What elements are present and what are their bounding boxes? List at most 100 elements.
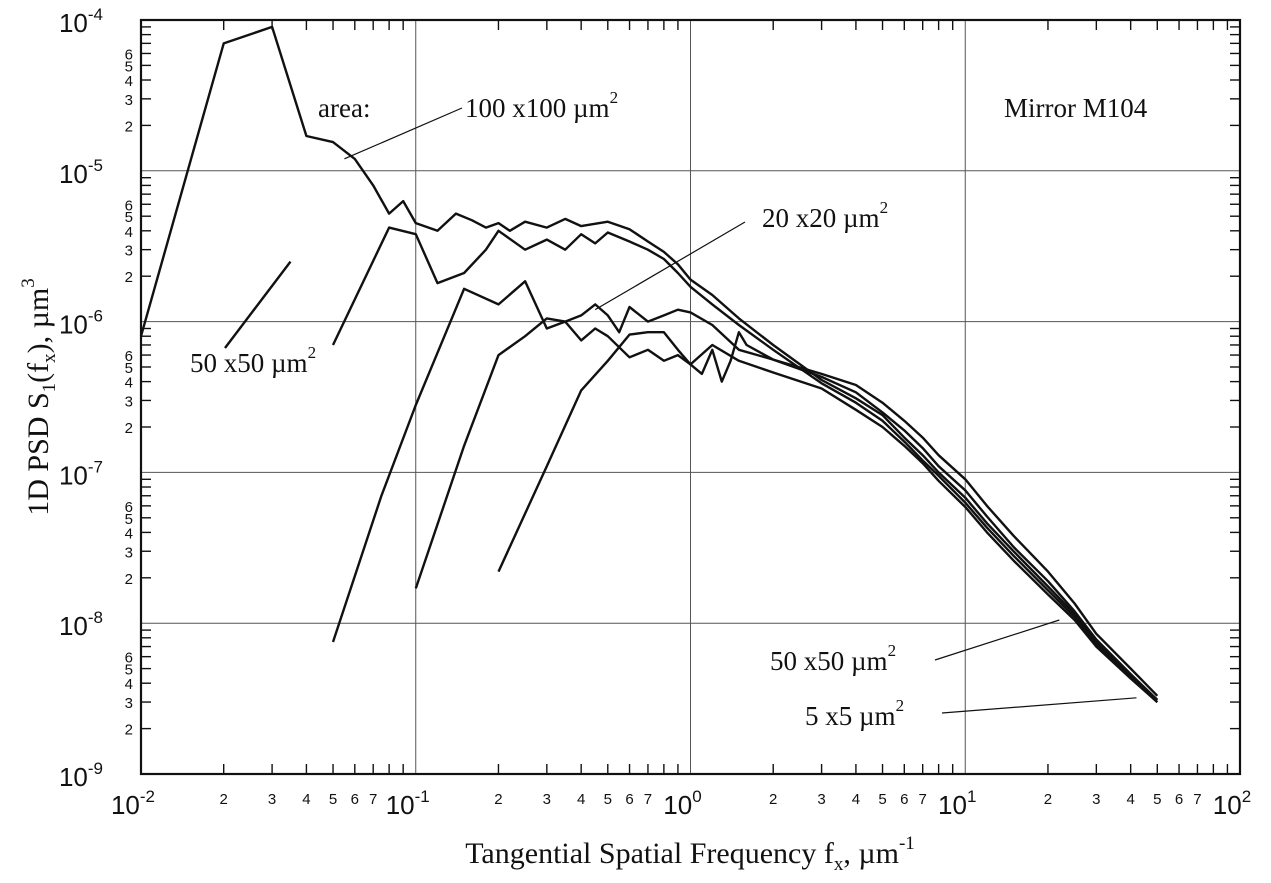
y-major-tick-base: 10 (59, 8, 88, 38)
x-minor-tick-label: 5 (604, 791, 612, 808)
leader-lines (224, 107, 1137, 714)
series-line-5 (497, 331, 1159, 697)
y-major-tick-exp: -7 (88, 457, 103, 476)
x-major-tick-base: 10 (1213, 790, 1242, 820)
y-axis-title-sub2: x (39, 353, 60, 363)
minor-ticks (141, 20, 1240, 774)
leader-50-top (224, 260, 292, 349)
x-minor-tick-label: 7 (369, 791, 377, 808)
x-axis-title-text: Tangential Spatial Frequency f (465, 837, 834, 870)
y-minor-tick-label: 3 (125, 243, 133, 260)
inset-label: Mirror M104 (1004, 93, 1148, 123)
y-major-tick-label: 10-7 (59, 457, 103, 490)
leader-50-bottom (934, 619, 1060, 661)
y-major-tick-base: 10 (59, 460, 88, 490)
x-minor-tick-label: 7 (1193, 791, 1201, 808)
x-minor-tick-label: 4 (852, 791, 860, 808)
y-minor-tick-label: 6 (125, 499, 133, 516)
x-minor-tick-label: 5 (878, 791, 886, 808)
y-axis-title-sup: 3 (18, 278, 39, 288)
x-minor-tick-label: 3 (543, 791, 551, 808)
y-major-tick-label: 10-9 (59, 759, 103, 792)
y-major-tick-exp: -4 (88, 5, 103, 24)
y-minor-tick-label: 4 (125, 73, 133, 90)
series-layer (139, 25, 1159, 703)
y-major-tick-exp: -5 (88, 156, 103, 175)
y-major-tick-label: 10-5 (59, 156, 103, 189)
label-50x50-bottom-text: 50 x50 µm (770, 646, 888, 676)
y-minor-tick-label: 3 (125, 544, 133, 561)
label-50x50-bottom-sup: 2 (888, 641, 897, 660)
x-minor-tick-label: 7 (644, 791, 652, 808)
y-minor-tick-label: 6 (125, 46, 133, 63)
x-major-tick-base: 10 (663, 790, 692, 820)
y-major-tick-label: 10-8 (59, 608, 103, 641)
y-major-tick-exp: -9 (88, 759, 103, 778)
y-minor-tick-label: 6 (125, 197, 133, 214)
x-major-tick-label: 10-2 (111, 787, 155, 820)
x-minor-tick-label: 2 (220, 791, 228, 808)
y-minor-tick-label: 2 (125, 722, 133, 739)
x-major-tick-label: 102 (1213, 787, 1251, 820)
label-5x5: 5 x5 µm2 (805, 696, 904, 731)
x-minor-tick-label: 6 (1175, 791, 1183, 808)
y-minor-tick-label: 5 (125, 360, 133, 377)
y-minor-tick-label: 2 (125, 571, 133, 588)
label-5x5-text: 5 x5 µm (805, 701, 896, 731)
series-line-3 (331, 280, 1159, 703)
label-100x100-text: 100 x100 µm (465, 93, 610, 123)
x-major-tick-base: 10 (386, 790, 415, 820)
label-20x20-text: 20 x20 µm (762, 203, 880, 233)
y-axis-title-sub1: 1 (39, 383, 60, 393)
label-50x50-bottom: 50 x50 µm2 (770, 641, 896, 676)
x-major-tick-exp: 2 (1242, 787, 1251, 806)
y-minor-tick-label: 6 (125, 348, 133, 365)
label-100x100: 100 x100 µm2 (465, 88, 618, 123)
y-axis-title: 1D PSD S1(fx), µm3 (18, 278, 60, 516)
y-minor-tick-label: 2 (125, 118, 133, 135)
series-line-2 (331, 226, 1159, 703)
x-major-tick-exp: 0 (692, 787, 701, 806)
y-major-tick-label: 10-4 (59, 5, 103, 38)
x-minor-tick-label: 4 (1126, 791, 1134, 808)
x-minor-tick-label: 5 (329, 791, 337, 808)
y-major-tick-exp: -6 (88, 307, 103, 326)
x-minor-tick-label: 6 (351, 791, 359, 808)
x-minor-tick-label: 2 (769, 791, 777, 808)
x-minor-tick-label: 5 (1153, 791, 1161, 808)
x-minor-tick-label: 6 (900, 791, 908, 808)
y-tick-labels: 234562345623456234562345610-910-810-710-… (59, 5, 133, 792)
label-50x50-top-sup: 2 (308, 343, 317, 362)
y-minor-tick-label: 5 (125, 58, 133, 75)
x-axis-title-sup: -1 (899, 833, 915, 854)
series-line-1 (139, 25, 1159, 701)
y-minor-tick-label: 5 (125, 662, 133, 679)
x-major-tick-exp: -1 (415, 787, 430, 806)
x-minor-tick-label: 3 (817, 791, 825, 808)
label-20x20-sup: 2 (880, 198, 889, 217)
x-axis-title-sub: x (834, 854, 844, 875)
x-minor-tick-label: 2 (1044, 791, 1052, 808)
y-major-tick-label: 10-6 (59, 307, 103, 340)
x-axis-title-tail: , µm (843, 837, 899, 870)
y-major-tick-base: 10 (59, 611, 88, 641)
y-minor-tick-label: 4 (125, 224, 133, 241)
series-line-4 (414, 303, 1159, 701)
y-axis-title-a: 1D PSD S (22, 392, 55, 515)
x-minor-tick-label: 4 (302, 791, 310, 808)
area-label: area: (318, 93, 370, 123)
x-minor-tick-label: 3 (1092, 791, 1100, 808)
y-major-tick-base: 10 (59, 310, 88, 340)
y-minor-tick-label: 3 (125, 695, 133, 712)
y-minor-tick-label: 3 (125, 393, 133, 410)
y-axis-title-c: ), µm (22, 288, 55, 354)
x-major-tick-base: 10 (111, 790, 140, 820)
label-50x50-top: 50 x50 µm2 (190, 343, 316, 378)
x-major-tick-base: 10 (938, 790, 967, 820)
gridlines (141, 20, 1240, 774)
y-minor-tick-label: 5 (125, 209, 133, 226)
y-major-tick-base: 10 (59, 159, 88, 189)
x-major-tick-label: 10-1 (386, 787, 430, 820)
